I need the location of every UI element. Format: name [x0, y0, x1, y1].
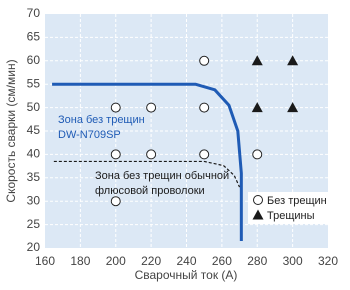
boundary-curve: [53, 160, 241, 188]
legend-label: Без трещин: [267, 195, 327, 207]
point: [110, 196, 121, 207]
point: [287, 102, 299, 113]
annotation: DW-N709SP: [58, 129, 121, 141]
y-tick-label: 60: [27, 53, 41, 67]
x-tick-label: 320: [318, 254, 338, 268]
x-tick-label: 180: [70, 254, 90, 268]
boundary-curve: [52, 82, 243, 241]
point: [253, 195, 263, 205]
point: [110, 102, 121, 113]
x-tick-label: 200: [106, 254, 126, 268]
point: [252, 209, 264, 220]
annotation: Зона без трещин: [58, 114, 145, 126]
x-tick-label: 160: [35, 254, 55, 268]
y-axis-label: Скорость сварки (см/мин): [4, 59, 18, 202]
y-tick-label: 45: [27, 123, 41, 137]
annotation: Зона без трещин обычной: [95, 170, 229, 182]
point: [251, 102, 263, 113]
y-tick-label: 30: [27, 193, 41, 207]
y-tick-label: 35: [27, 170, 41, 184]
point: [199, 149, 210, 160]
point: [146, 102, 157, 113]
x-tick-label: 280: [247, 254, 267, 268]
y-tick-label: 55: [27, 76, 41, 90]
y-tick-label: 65: [27, 30, 41, 44]
point: [199, 55, 210, 66]
x-tick-label: 300: [283, 254, 303, 268]
x-tick-label: 220: [141, 254, 161, 268]
point: [252, 149, 263, 160]
point: [251, 55, 263, 66]
point: [110, 149, 121, 160]
y-tick-label: 20: [27, 240, 41, 254]
point: [199, 102, 210, 113]
y-tick-label: 70: [27, 6, 41, 20]
point: [146, 149, 157, 160]
legend-label: Трещины: [267, 210, 315, 222]
y-tick-label: 25: [27, 217, 41, 231]
x-tick-label: 240: [176, 254, 196, 268]
x-axis-label: Сварочный ток (A): [135, 268, 238, 282]
point: [287, 55, 299, 66]
x-tick-label: 260: [212, 254, 232, 268]
annotation: флюсовой проволоки: [95, 185, 205, 197]
y-tick-label: 40: [27, 147, 41, 161]
y-tick-label: 50: [27, 100, 41, 114]
